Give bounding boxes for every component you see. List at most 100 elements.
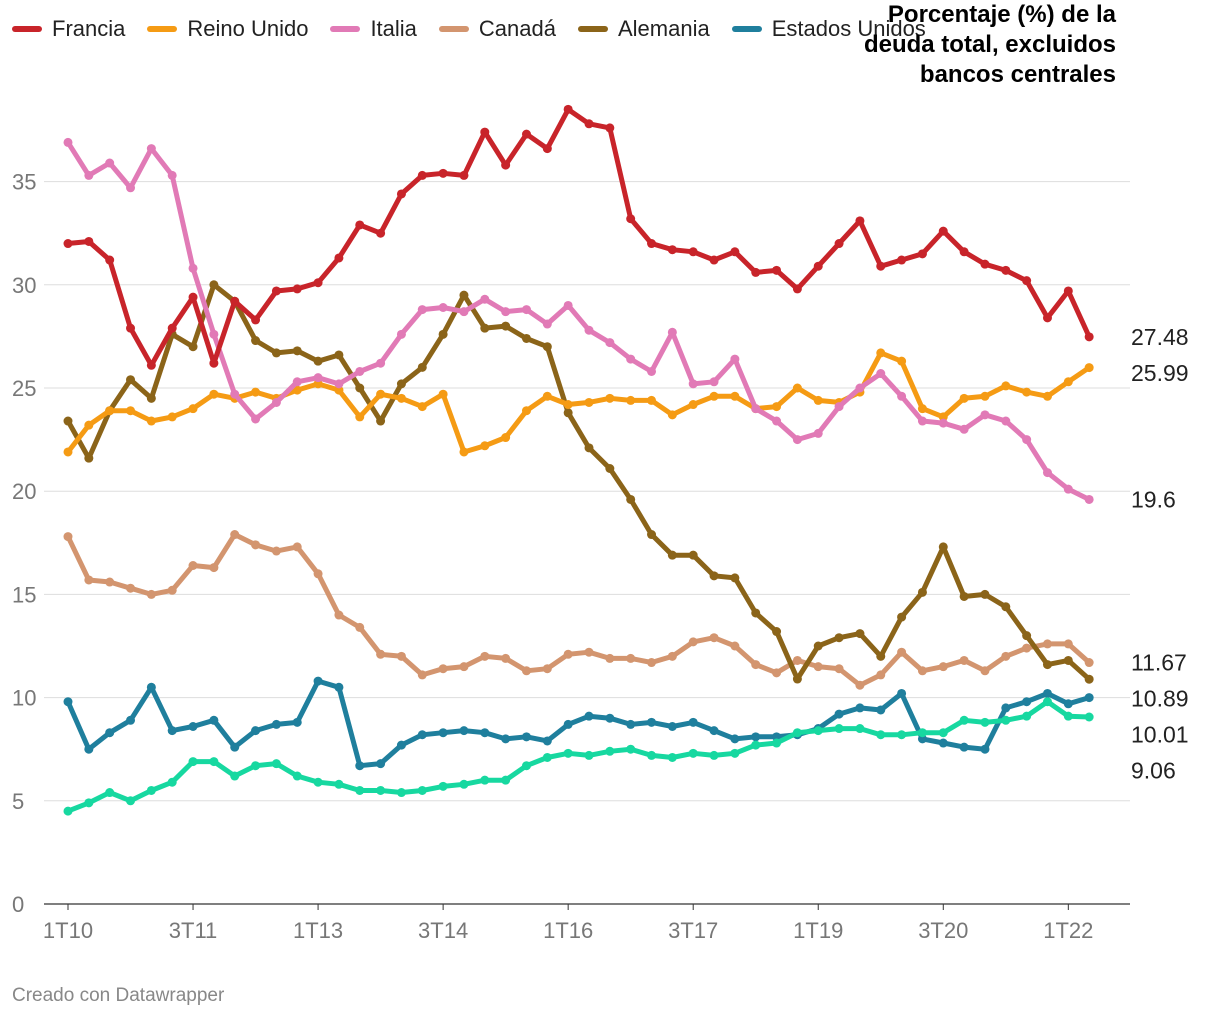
data-point-reino-unido bbox=[792, 383, 802, 393]
x-tick-label-3T17: 3T17 bbox=[668, 918, 718, 943]
data-point-francia bbox=[855, 216, 865, 226]
credit-footer[interactable]: Creado con Datawrapper bbox=[12, 985, 225, 1006]
data-point-francia bbox=[584, 119, 594, 129]
data-point-estados-unidos bbox=[188, 721, 198, 731]
series-line-reino-unido bbox=[65, 350, 1092, 455]
data-point-reino-unido bbox=[63, 447, 73, 457]
data-point-japon bbox=[167, 777, 177, 787]
data-point-italia bbox=[167, 170, 177, 180]
data-point-francia bbox=[292, 284, 302, 294]
data-point-estados-unidos bbox=[897, 688, 907, 698]
data-point-canada bbox=[897, 647, 907, 657]
data-point-alemania bbox=[772, 627, 782, 637]
data-point-canada bbox=[271, 546, 281, 556]
data-point-francia bbox=[438, 168, 448, 178]
data-point-francia bbox=[1022, 276, 1032, 286]
data-point-francia bbox=[1084, 332, 1094, 342]
data-point-canada bbox=[146, 589, 156, 599]
data-point-japon bbox=[230, 771, 240, 781]
data-point-reino-unido bbox=[563, 400, 573, 410]
data-point-francia bbox=[188, 292, 198, 302]
y-tick-label-30: 30 bbox=[12, 273, 36, 298]
data-point-japon bbox=[417, 785, 427, 795]
data-point-reino-unido bbox=[209, 389, 219, 399]
series-line-italia bbox=[65, 139, 1092, 502]
data-point-canada bbox=[126, 583, 136, 593]
data-point-francia bbox=[605, 123, 615, 133]
data-point-canada bbox=[230, 530, 240, 540]
data-point-alemania bbox=[813, 641, 823, 651]
data-point-francia bbox=[105, 255, 115, 265]
data-point-canada bbox=[542, 664, 552, 674]
data-point-francia bbox=[63, 239, 73, 249]
legend-swatch-canada bbox=[438, 26, 469, 32]
data-point-japon bbox=[438, 781, 448, 791]
data-point-reino-unido bbox=[459, 447, 469, 457]
data-point-italia bbox=[626, 354, 636, 364]
data-point-reino-unido bbox=[917, 404, 927, 414]
data-point-alemania bbox=[834, 633, 844, 643]
data-point-italia bbox=[521, 305, 531, 315]
data-point-estados-unidos bbox=[63, 697, 73, 707]
data-point-canada bbox=[459, 662, 469, 672]
data-point-reino-unido bbox=[84, 420, 94, 430]
data-point-italia bbox=[396, 329, 406, 339]
data-point-italia bbox=[313, 373, 323, 383]
data-point-alemania bbox=[730, 573, 740, 583]
data-point-italia bbox=[563, 300, 573, 310]
data-point-reino-unido bbox=[626, 395, 636, 405]
data-point-reino-unido bbox=[605, 393, 615, 403]
data-point-canada bbox=[63, 532, 73, 542]
data-point-reino-unido bbox=[501, 433, 511, 443]
data-point-estados-unidos bbox=[334, 682, 344, 692]
data-point-reino-unido bbox=[959, 393, 969, 403]
data-point-italia bbox=[126, 183, 136, 193]
data-point-reino-unido bbox=[897, 356, 907, 366]
data-point-alemania bbox=[313, 356, 323, 366]
data-point-alemania bbox=[521, 333, 531, 343]
data-point-francia bbox=[521, 129, 531, 139]
data-point-japon bbox=[813, 726, 823, 736]
data-point-alemania bbox=[438, 329, 448, 339]
data-point-estados-unidos bbox=[542, 736, 552, 746]
data-point-estados-unidos bbox=[959, 742, 969, 752]
data-point-canada bbox=[938, 662, 948, 672]
data-point-japon bbox=[751, 740, 761, 750]
x-tick-label-3T14: 3T14 bbox=[418, 918, 468, 943]
x-tick-label-1T19: 1T19 bbox=[793, 918, 843, 943]
data-point-reino-unido bbox=[417, 402, 427, 412]
data-point-estados-unidos bbox=[1063, 699, 1073, 709]
data-point-francia bbox=[897, 255, 907, 265]
data-point-japon bbox=[730, 748, 740, 758]
legend-item-alemania: Alemania bbox=[578, 16, 710, 42]
data-point-francia bbox=[313, 278, 323, 288]
legend-swatch-reino-unido bbox=[147, 26, 178, 32]
data-point-canada bbox=[730, 641, 740, 651]
data-point-alemania bbox=[292, 346, 302, 356]
data-point-italia bbox=[772, 416, 782, 426]
data-point-canada bbox=[521, 666, 531, 676]
data-point-italia bbox=[105, 158, 115, 168]
data-point-estados-unidos bbox=[938, 738, 948, 748]
data-point-japon bbox=[126, 796, 136, 806]
y-tick-label-10: 10 bbox=[12, 686, 36, 711]
data-point-canada bbox=[1063, 639, 1073, 649]
data-point-francia bbox=[959, 247, 969, 257]
series-line-alemania bbox=[65, 282, 1092, 682]
data-point-alemania bbox=[980, 589, 990, 599]
data-point-japon bbox=[876, 730, 886, 740]
data-point-canada bbox=[376, 649, 386, 659]
data-point-italia bbox=[897, 391, 907, 401]
data-point-canada bbox=[355, 622, 365, 632]
chart-legend: Francia Reino Unido Italia Canadá Alemania Es… bbox=[12, 16, 926, 42]
data-point-canada bbox=[1022, 643, 1032, 653]
data-point-estados-unidos bbox=[980, 744, 990, 754]
annotation-line-3: bancos centrales bbox=[919, 61, 1116, 88]
data-point-alemania bbox=[146, 393, 156, 403]
data-point-francia bbox=[813, 261, 823, 271]
data-point-francia bbox=[146, 360, 156, 370]
data-point-francia bbox=[876, 261, 886, 271]
data-point-reino-unido bbox=[313, 379, 323, 389]
data-point-estados-unidos bbox=[647, 717, 657, 727]
data-point-italia bbox=[938, 418, 948, 428]
